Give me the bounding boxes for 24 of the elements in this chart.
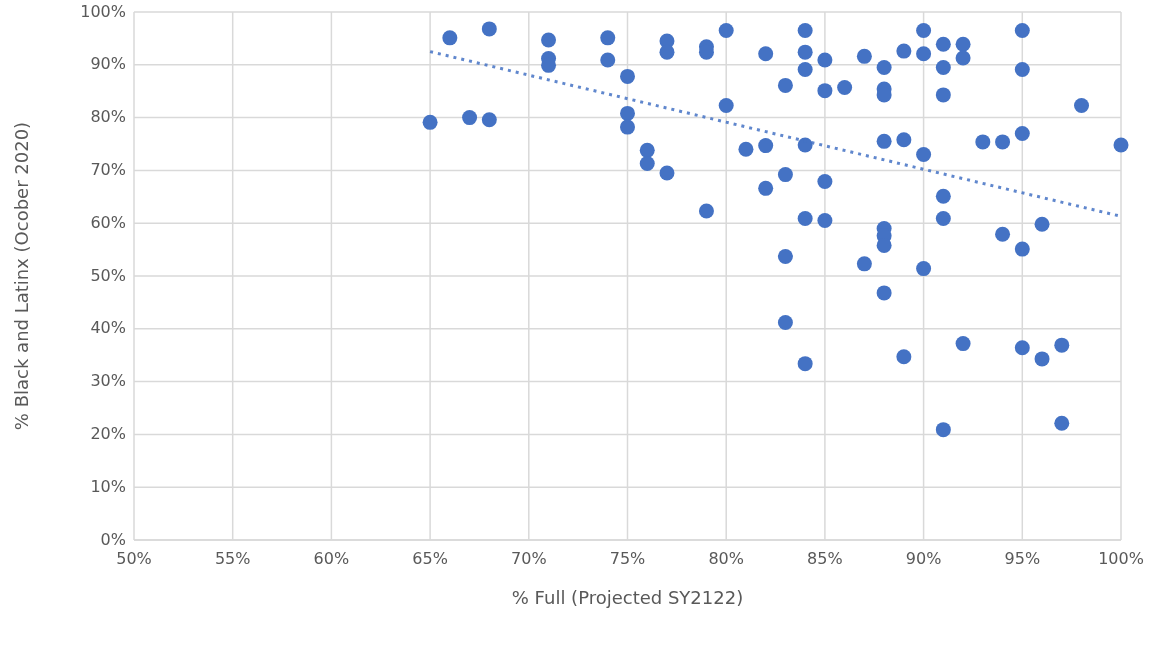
- x-tick-label: 95%: [1004, 549, 1041, 568]
- y-tick-label: 70%: [90, 159, 126, 179]
- y-tick-label: 40%: [90, 318, 126, 338]
- x-tick-label: 100%: [1098, 549, 1144, 568]
- x-tick-label: 80%: [708, 549, 744, 568]
- y-tick-label: 90%: [90, 54, 126, 74]
- y-tick-label: 0%: [100, 529, 126, 549]
- x-tick-label: 65%: [412, 549, 448, 568]
- y-tick-label: 50%: [90, 265, 126, 285]
- y-tick-label: 30%: [90, 371, 126, 391]
- x-tick-label: 50%: [116, 549, 152, 568]
- y-axis-title: % Black and Latinx (Ocober 2020): [11, 121, 32, 431]
- y-tick-label: 60%: [90, 212, 126, 232]
- y-tick-label: 80%: [90, 107, 126, 127]
- x-tick-label: 90%: [905, 549, 942, 568]
- x-axis-title: % Full (Projected SY2122): [511, 587, 744, 608]
- y-tick-label: 10%: [90, 476, 126, 496]
- x-tick-label: 70%: [511, 549, 547, 568]
- x-tick-label: 85%: [807, 549, 843, 568]
- y-tick-label: 20%: [90, 423, 126, 443]
- y-tick-label: 100%: [80, 1, 126, 21]
- x-tick-label: 60%: [313, 549, 350, 568]
- x-tick-label: 75%: [609, 549, 646, 568]
- x-tick-label: 55%: [214, 549, 251, 568]
